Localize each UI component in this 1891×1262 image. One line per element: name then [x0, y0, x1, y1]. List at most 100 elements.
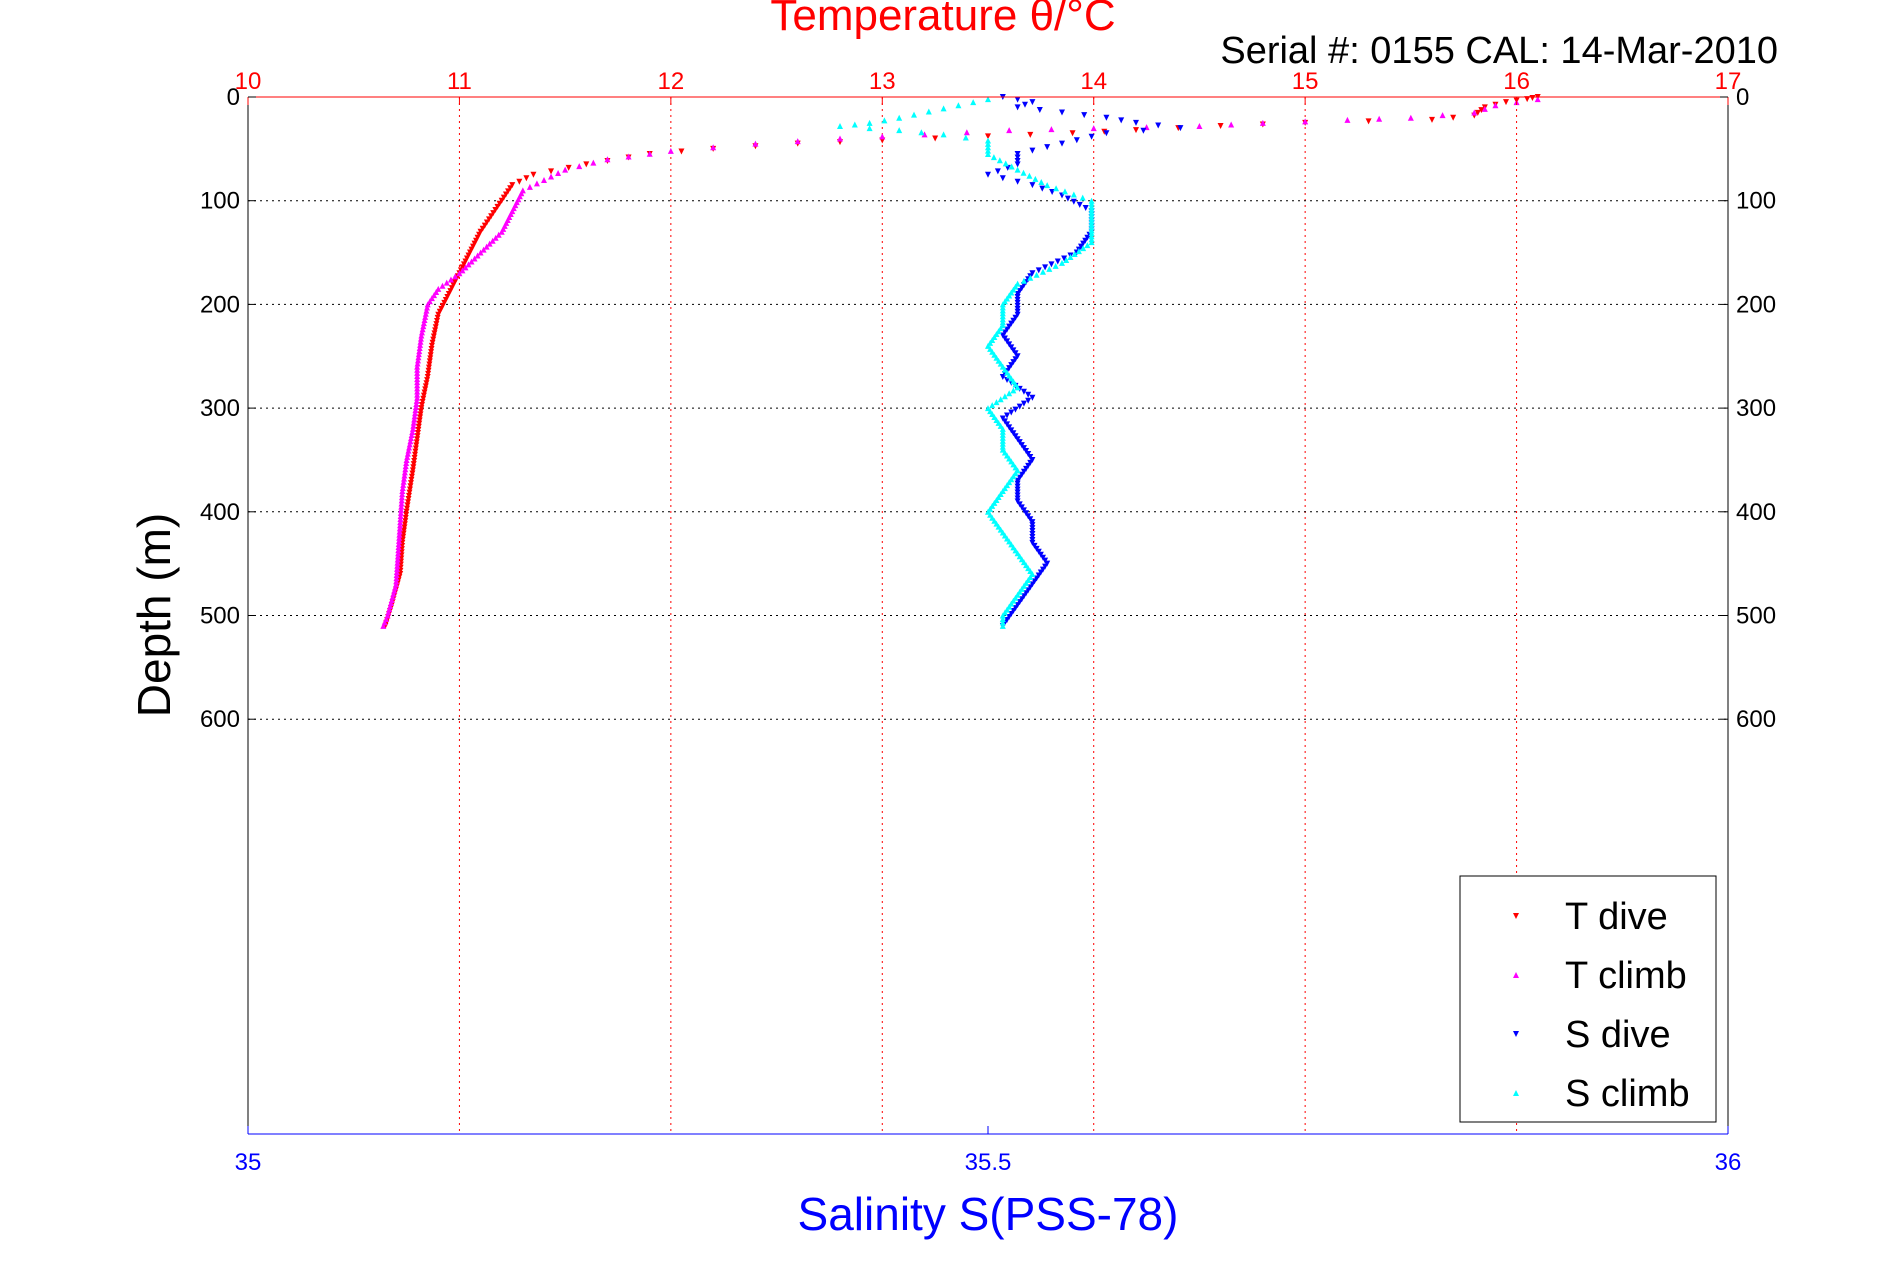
data-point	[1022, 101, 1028, 108]
data-point	[997, 396, 1004, 403]
data-point	[397, 516, 404, 523]
data-point	[940, 131, 947, 138]
data-point	[380, 622, 387, 629]
data-point	[401, 475, 408, 482]
data-point	[405, 499, 412, 506]
data-point	[427, 352, 434, 359]
data-point	[416, 348, 423, 355]
data-point	[414, 366, 421, 373]
data-point	[394, 562, 401, 569]
y-tick-label-right: 400	[1736, 499, 1776, 526]
data-point	[1140, 127, 1147, 134]
data-point	[401, 472, 408, 479]
data-point	[495, 231, 502, 238]
data-point	[411, 457, 418, 464]
y-axis-title: Depth (m)	[128, 513, 180, 717]
data-point	[1061, 188, 1068, 195]
data-point	[1069, 130, 1076, 137]
data-point	[1038, 179, 1045, 186]
data-point	[994, 168, 1001, 175]
data-point	[496, 200, 503, 207]
data-point	[1196, 123, 1203, 130]
data-point	[1039, 268, 1046, 275]
data-point	[1082, 204, 1089, 211]
data-point	[417, 408, 424, 415]
data-point	[494, 203, 501, 210]
data-point	[1010, 387, 1017, 394]
data-point	[420, 323, 427, 330]
data-point	[477, 249, 484, 256]
data-point	[428, 345, 435, 352]
data-point	[414, 382, 421, 389]
data-point	[462, 264, 469, 271]
data-point	[397, 512, 404, 519]
data-point	[425, 367, 432, 374]
data-point	[400, 481, 407, 488]
data-point	[1079, 194, 1086, 201]
data-point	[395, 550, 402, 557]
data-point	[1059, 259, 1065, 266]
legend-label: S climb	[1565, 1073, 1690, 1115]
legend-marker	[1513, 972, 1519, 978]
data-point	[896, 114, 903, 121]
data-point	[402, 466, 409, 473]
data-point	[414, 394, 421, 401]
data-point	[1012, 406, 1019, 413]
data-point	[417, 338, 424, 345]
data-point	[398, 552, 405, 559]
data-point	[401, 469, 408, 476]
data-point	[395, 537, 402, 544]
data-point	[481, 222, 488, 229]
data-point	[419, 326, 426, 333]
data-point	[395, 540, 402, 547]
data-point	[1008, 409, 1015, 416]
data-point	[424, 377, 431, 384]
data-point	[881, 117, 888, 124]
data-point	[420, 392, 427, 399]
data-point	[424, 301, 431, 308]
data-point	[1063, 256, 1070, 263]
data-point	[866, 119, 873, 126]
data-point	[419, 398, 426, 405]
data-point	[421, 316, 428, 323]
data-point	[417, 335, 424, 342]
data-point	[1025, 391, 1032, 398]
data-point	[474, 252, 481, 259]
data-point	[999, 612, 1006, 619]
data-point	[1033, 271, 1040, 278]
data-point	[1020, 169, 1027, 176]
data-point	[911, 111, 917, 118]
data-point	[1155, 122, 1162, 129]
data-point	[417, 414, 424, 421]
data-point	[896, 127, 903, 134]
data-point	[1048, 126, 1055, 133]
data-point	[486, 216, 493, 223]
data-point	[1014, 151, 1021, 158]
data-point	[420, 320, 427, 327]
y-tick-label-left: 600	[200, 706, 240, 733]
data-point	[468, 258, 475, 265]
data-point	[985, 133, 991, 140]
data-point	[1002, 160, 1009, 167]
data-point	[1103, 114, 1110, 121]
data-point	[985, 151, 991, 158]
data-point	[407, 480, 414, 487]
data-point	[447, 276, 454, 283]
data-point	[397, 519, 404, 526]
data-point	[1070, 198, 1077, 205]
data-point	[1014, 166, 1021, 173]
data-point	[452, 273, 459, 280]
data-point	[1088, 133, 1095, 140]
data-point	[412, 445, 419, 452]
data-point	[414, 363, 421, 370]
data-point	[1006, 390, 1013, 397]
data-point	[1070, 191, 1077, 198]
data-point	[1014, 178, 1021, 185]
data-point	[414, 429, 421, 436]
data-point	[397, 561, 404, 568]
legend-label: T dive	[1565, 896, 1668, 938]
data-point	[1228, 121, 1235, 128]
data-point	[414, 376, 421, 383]
data-point	[548, 168, 555, 175]
data-point	[963, 129, 970, 136]
